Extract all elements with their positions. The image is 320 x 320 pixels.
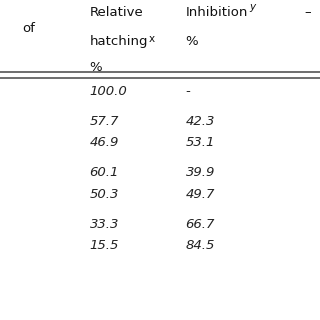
Text: x: x — [149, 34, 155, 44]
Text: -: - — [186, 85, 190, 98]
Text: 84.5: 84.5 — [186, 239, 215, 252]
Text: 57.7: 57.7 — [90, 115, 119, 128]
Text: y: y — [250, 2, 256, 12]
Text: 39.9: 39.9 — [186, 166, 215, 179]
Text: of: of — [22, 22, 35, 36]
Text: Relative: Relative — [90, 6, 143, 20]
Text: %: % — [90, 61, 102, 74]
Text: 49.7: 49.7 — [186, 188, 215, 201]
Text: –: – — [304, 6, 311, 20]
Text: %: % — [186, 35, 198, 48]
Text: 42.3: 42.3 — [186, 115, 215, 128]
Text: 33.3: 33.3 — [90, 218, 119, 231]
Text: 50.3: 50.3 — [90, 188, 119, 201]
Text: Inhibition: Inhibition — [186, 6, 248, 20]
Text: 66.7: 66.7 — [186, 218, 215, 231]
Text: 100.0: 100.0 — [90, 85, 127, 98]
Text: hatching: hatching — [90, 35, 148, 48]
Text: 60.1: 60.1 — [90, 166, 119, 179]
Text: 53.1: 53.1 — [186, 136, 215, 149]
Text: 46.9: 46.9 — [90, 136, 119, 149]
Text: 15.5: 15.5 — [90, 239, 119, 252]
